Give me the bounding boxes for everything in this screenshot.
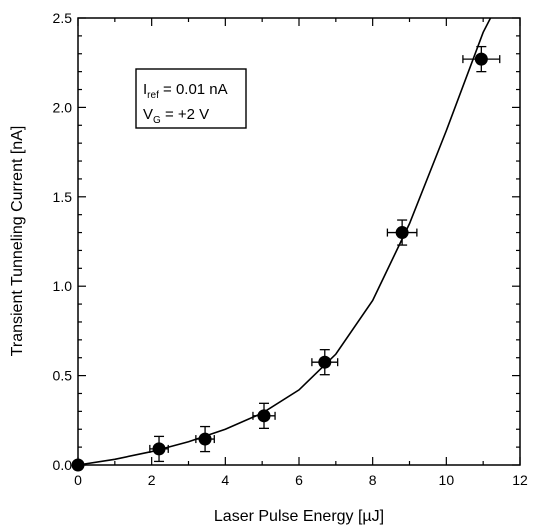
- point-marker: [318, 355, 332, 369]
- data-point: [311, 349, 339, 376]
- data-point: [386, 219, 418, 246]
- data-point: [462, 45, 501, 73]
- x-tick-label: 0: [74, 472, 82, 488]
- point-marker: [71, 458, 85, 472]
- point-marker: [474, 52, 488, 66]
- point-marker: [257, 409, 271, 423]
- x-tick-label: 2: [148, 472, 156, 488]
- data-point: [252, 402, 276, 429]
- y-axis-title: Transient Tunneling Current [nA]: [9, 126, 26, 357]
- x-axis-title: Laser Pulse Energy [µJ]: [214, 508, 384, 525]
- axis-ticks: [77, 17, 521, 466]
- legend-line-1: Iref = 0.01 nA: [143, 81, 228, 101]
- x-tick-label: 12: [512, 472, 528, 488]
- data-point: [149, 435, 169, 463]
- legend-frame: [135, 68, 247, 129]
- legend-line-2: VG = +2 V: [143, 106, 209, 126]
- x-tick-label: 8: [369, 472, 377, 488]
- data-point: [195, 425, 215, 453]
- y-tick-label: 0.0: [53, 457, 73, 473]
- legend-box: Iref = 0.01 nA VG = +2 V: [135, 68, 247, 129]
- y-tick-label: 2.0: [53, 99, 73, 115]
- point-marker: [395, 226, 409, 240]
- tick-labels: 0 2 4 6 8 10 12 0.0 0.5 1.0 1.5 2.0 2.5: [53, 10, 528, 488]
- x-tick-label: 10: [439, 472, 455, 488]
- fit-curve: [77, 17, 492, 466]
- data-points: [71, 45, 501, 472]
- data-point: [71, 458, 85, 472]
- x-tick-label: 6: [295, 472, 303, 488]
- point-marker: [198, 432, 212, 446]
- y-tick-label: 0.5: [53, 368, 73, 384]
- point-marker: [152, 442, 166, 456]
- y-tick-label: 1.5: [53, 189, 73, 205]
- x-tick-label: 4: [221, 472, 229, 488]
- y-tick-label: 2.5: [53, 10, 73, 26]
- y-tick-label: 1.0: [53, 278, 73, 294]
